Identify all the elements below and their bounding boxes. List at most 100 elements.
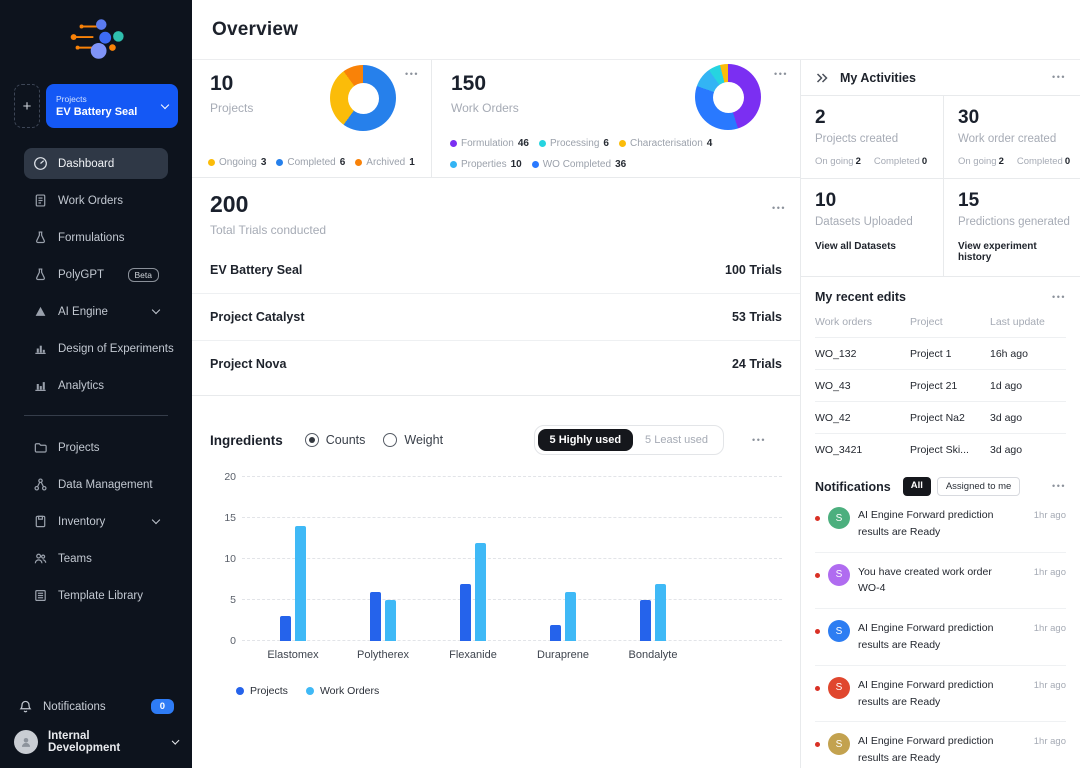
sidebar-item-projects[interactable]: Projects: [24, 432, 168, 463]
notification-time: 1hr ago: [1033, 566, 1066, 578]
table-row[interactable]: WO_43 Project 21 1d ago: [815, 369, 1066, 401]
bar-group: [428, 477, 518, 641]
unread-dot: [815, 685, 820, 691]
nav-label: Teams: [58, 552, 92, 565]
work-orders-legend: Formulation 46 Processing 6 Characterisati…: [450, 138, 800, 170]
notification-time: 1hr ago: [1033, 510, 1066, 521]
table-row[interactable]: WO_132 Project 1 16h ago: [815, 337, 1066, 369]
bar-projects: [640, 600, 651, 641]
projects-label: Projects: [210, 101, 254, 115]
primary-nav: Dashboard Work Orders Formulations PolyG…: [0, 142, 192, 407]
sidebar-item-inventory[interactable]: Inventory: [24, 506, 168, 537]
work-orders-icon: [35, 194, 46, 207]
table-row[interactable]: WO_42 Project Na2 3d ago: [815, 401, 1066, 433]
x-axis-label: Bondalyte: [628, 649, 678, 661]
trial-count: 53 Trials: [731, 310, 782, 324]
table-row[interactable]: WO_3421 Project Ski... 3d ago: [815, 433, 1066, 465]
activities-stats: 2 Projects created On going 2 Completed 0 3…: [801, 96, 1080, 277]
legend-item: Processing 6: [538, 138, 609, 149]
trial-project-name: EV Battery Seal: [210, 262, 303, 277]
total-trials-card: 200 Total Trials conducted EV Battery Se…: [192, 178, 800, 396]
highly-used-toggle[interactable]: 5 Highly used: [537, 429, 634, 451]
recent-edits-table: Work orders Project Last update WO_132 Pr…: [815, 316, 1066, 465]
nav-label: PolyGPT: [58, 268, 105, 281]
inventory-box-icon: [35, 515, 46, 528]
legend-item: Archived 1: [355, 157, 415, 168]
collapse-panel-icon[interactable]: [815, 72, 829, 84]
more-options-icon[interactable]: [772, 204, 786, 213]
sidebar-item-analytics[interactable]: Analytics: [24, 370, 168, 401]
gridline: 5: [230, 594, 782, 606]
ingredients-card: Ingredients Counts Weight 5 Highly used …: [192, 396, 800, 768]
user-avatar: [14, 730, 38, 754]
weight-radio[interactable]: Weight: [383, 433, 443, 447]
notification-item[interactable]: S AI Engine Forward prediction results a…: [815, 666, 1066, 723]
beta-badge: Beta: [127, 267, 159, 282]
more-options-icon[interactable]: [405, 70, 419, 79]
sidebar-item-work-orders[interactable]: Work Orders: [24, 185, 168, 216]
more-options-icon[interactable]: [774, 70, 788, 79]
activity-panel: My Activities 2 Projects created On goin…: [800, 60, 1080, 768]
least-used-toggle[interactable]: 5 Least used: [645, 434, 709, 446]
bar-group: [608, 477, 698, 641]
counts-radio[interactable]: Counts: [304, 433, 365, 447]
add-project-button[interactable]: +: [14, 84, 40, 128]
work-orders-donut-chart: [695, 64, 761, 130]
user-menu[interactable]: Internal Development: [0, 722, 192, 768]
trial-count: 100 Trials: [725, 262, 782, 277]
sidebar-item-ai-engine[interactable]: AI Engine: [24, 296, 168, 327]
more-options-icon[interactable]: [1052, 73, 1066, 82]
page-title: Overview: [212, 18, 299, 40]
stat-datasets-uploaded: 10 Datasets Uploaded View all Datasets: [801, 179, 944, 277]
filter-assigned-to-me[interactable]: Assigned to me: [936, 477, 1021, 496]
notification-item[interactable]: S AI Engine Forward prediction results a…: [815, 722, 1066, 768]
flask-icon: [36, 268, 45, 281]
more-options-icon[interactable]: [1052, 482, 1066, 491]
notification-item[interactable]: S You have created work order WO-4 1hr a…: [815, 553, 1066, 610]
projects-count: 10: [210, 72, 234, 95]
person-icon: [21, 737, 31, 747]
chevron-down-icon: [151, 305, 161, 315]
template-library-icon: [35, 590, 46, 601]
sidebar-item-template-library[interactable]: Template Library: [24, 580, 168, 611]
filter-all[interactable]: All: [902, 477, 931, 496]
notification-item[interactable]: S AI Engine Forward prediction results a…: [815, 609, 1066, 666]
nav-label: Analytics: [58, 379, 105, 392]
trial-count: 24 Trials: [731, 357, 782, 371]
usage-toggle-group: 5 Highly used 5 Least used: [533, 425, 725, 455]
unread-dot: [815, 742, 820, 748]
nav-label: Inventory: [58, 515, 106, 528]
stat-predictions-generated: 15 Predictions generated View experiment…: [944, 179, 1080, 277]
sidebar-item-formulations[interactable]: Formulations: [24, 222, 168, 253]
notification-avatar: S: [828, 676, 850, 699]
bell-icon: [19, 700, 32, 713]
sidebar-item-design-of-experiments[interactable]: Design of Experiments: [24, 333, 174, 364]
sidebar-item-polygpt[interactable]: PolyGPT Beta: [24, 259, 168, 290]
legend-item: Formulation 46: [450, 138, 529, 149]
activities-title: My Activities: [840, 70, 916, 85]
recent-edits-section: My recent edits Work orders Project Last…: [801, 277, 1080, 467]
flask-icon: [36, 231, 45, 244]
view-all-datasets-link[interactable]: View all Datasets: [815, 241, 896, 252]
sidebar-item-teams[interactable]: Teams: [24, 543, 168, 574]
folder-icon: [34, 443, 47, 453]
top-bar: Overview: [192, 0, 1080, 60]
notification-item[interactable]: S AI Engine Forward prediction results a…: [815, 496, 1066, 553]
bar-projects: [550, 624, 561, 641]
sidebar-notifications[interactable]: Notifications 0: [0, 691, 192, 722]
trial-row[interactable]: Project Catalyst 53 Trials: [192, 293, 800, 340]
projects-legend: Ongoing 3 Completed 6 Archived 1: [208, 157, 415, 168]
project-selector[interactable]: Projects EV Battery Seal: [46, 84, 178, 128]
trial-row[interactable]: EV Battery Seal 100 Trials: [192, 246, 800, 293]
nav-label: Projects: [58, 441, 100, 454]
sidebar-item-dashboard[interactable]: Dashboard: [24, 148, 168, 179]
view-experiment-history-link[interactable]: View experiment history: [958, 241, 1037, 263]
trial-row[interactable]: Project Nova 24 Trials: [192, 340, 800, 387]
more-options-icon[interactable]: [1052, 293, 1066, 302]
y-axis-tick: 10: [224, 553, 236, 565]
sidebar-item-data-management[interactable]: Data Management: [24, 469, 168, 500]
more-options-icon[interactable]: [752, 436, 766, 445]
